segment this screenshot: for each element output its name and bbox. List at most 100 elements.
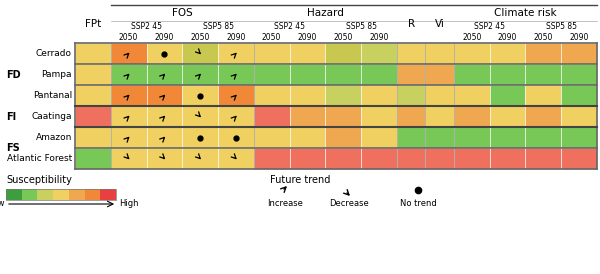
- Bar: [75, 43, 111, 64]
- Bar: [454, 64, 490, 85]
- Text: SSP5 85: SSP5 85: [546, 22, 577, 31]
- Bar: [490, 64, 526, 85]
- Text: 2050: 2050: [119, 33, 139, 42]
- Text: Atlantic Forest: Atlantic Forest: [7, 154, 72, 163]
- Bar: [490, 127, 526, 148]
- Bar: [454, 43, 490, 64]
- Text: 2050: 2050: [533, 33, 553, 42]
- Text: Vi: Vi: [435, 19, 445, 29]
- Bar: [111, 106, 146, 127]
- Bar: [361, 43, 397, 64]
- Bar: [526, 127, 561, 148]
- Text: Hazard: Hazard: [307, 8, 344, 18]
- Text: Decrease: Decrease: [329, 199, 368, 209]
- Bar: [561, 106, 597, 127]
- Text: 2050: 2050: [334, 33, 353, 42]
- Bar: [146, 64, 182, 85]
- Bar: [526, 106, 561, 127]
- Bar: [361, 127, 397, 148]
- Bar: [290, 127, 325, 148]
- Bar: [454, 127, 490, 148]
- Bar: [254, 85, 290, 106]
- Text: High: High: [119, 199, 139, 209]
- Bar: [361, 148, 397, 169]
- Bar: [75, 106, 111, 127]
- Bar: [6, 189, 22, 200]
- Text: FD: FD: [6, 70, 20, 79]
- Bar: [397, 106, 425, 127]
- Text: 2050: 2050: [190, 33, 210, 42]
- Bar: [490, 106, 526, 127]
- Bar: [526, 64, 561, 85]
- Bar: [454, 148, 490, 169]
- Bar: [75, 127, 111, 148]
- Text: Increase: Increase: [268, 199, 304, 209]
- Bar: [561, 85, 597, 106]
- Bar: [254, 127, 290, 148]
- Text: 2050: 2050: [262, 33, 281, 42]
- Bar: [290, 64, 325, 85]
- Bar: [361, 85, 397, 106]
- Bar: [111, 127, 146, 148]
- Bar: [22, 189, 37, 200]
- Bar: [290, 106, 325, 127]
- Bar: [111, 64, 146, 85]
- Text: FI: FI: [6, 112, 16, 121]
- Bar: [254, 148, 290, 169]
- Bar: [425, 148, 454, 169]
- Text: Low: Low: [0, 199, 5, 209]
- Bar: [526, 85, 561, 106]
- Bar: [182, 127, 218, 148]
- Text: FS: FS: [6, 143, 20, 153]
- Text: Pantanal: Pantanal: [33, 91, 72, 100]
- Text: SSP2 45: SSP2 45: [474, 22, 505, 31]
- Bar: [397, 43, 425, 64]
- Bar: [325, 106, 361, 127]
- Text: SSP5 85: SSP5 85: [346, 22, 377, 31]
- Text: Future trend: Future trend: [270, 175, 331, 185]
- Bar: [425, 64, 454, 85]
- Bar: [218, 127, 254, 148]
- Bar: [290, 85, 325, 106]
- Bar: [146, 148, 182, 169]
- Text: Caatinga: Caatinga: [32, 112, 72, 121]
- Bar: [218, 85, 254, 106]
- Bar: [218, 64, 254, 85]
- Bar: [290, 43, 325, 64]
- Bar: [182, 43, 218, 64]
- Text: Susceptibility: Susceptibility: [6, 175, 72, 185]
- Bar: [561, 43, 597, 64]
- Bar: [490, 148, 526, 169]
- Bar: [254, 43, 290, 64]
- Text: 2050: 2050: [462, 33, 482, 42]
- Bar: [561, 64, 597, 85]
- Text: 2090: 2090: [226, 33, 245, 42]
- Bar: [146, 127, 182, 148]
- Bar: [454, 85, 490, 106]
- Bar: [325, 148, 361, 169]
- Bar: [75, 148, 111, 169]
- Bar: [361, 64, 397, 85]
- Bar: [425, 43, 454, 64]
- Text: Cerrado: Cerrado: [36, 49, 72, 58]
- Text: SSP2 45: SSP2 45: [131, 22, 162, 31]
- Bar: [6, 189, 116, 200]
- Bar: [254, 64, 290, 85]
- Bar: [100, 189, 116, 200]
- Bar: [182, 148, 218, 169]
- Text: Amazon: Amazon: [35, 133, 72, 142]
- Bar: [490, 43, 526, 64]
- Bar: [69, 189, 85, 200]
- Bar: [490, 85, 526, 106]
- Text: 2090: 2090: [569, 33, 589, 42]
- Text: 2090: 2090: [155, 33, 174, 42]
- Bar: [425, 85, 454, 106]
- Bar: [425, 106, 454, 127]
- Bar: [561, 148, 597, 169]
- Bar: [290, 148, 325, 169]
- Bar: [425, 127, 454, 148]
- Bar: [182, 106, 218, 127]
- Bar: [561, 127, 597, 148]
- Bar: [37, 189, 53, 200]
- Text: SSP2 45: SSP2 45: [274, 22, 305, 31]
